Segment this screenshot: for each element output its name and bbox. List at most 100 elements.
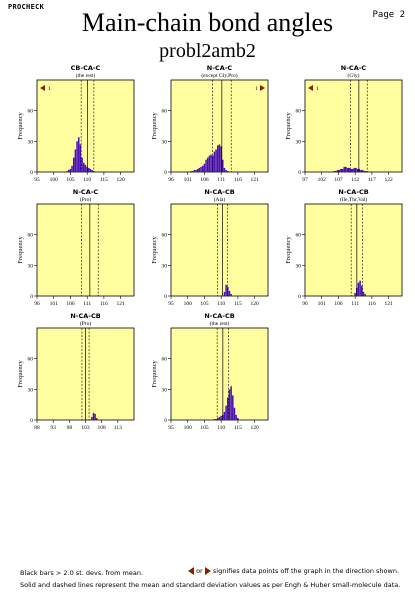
chart-2-bar <box>222 159 224 172</box>
chart-1-left-offgraph-icon <box>40 85 45 91</box>
chart-4-xtick-label: 106 <box>66 301 75 307</box>
chart-7-ylabel: Frequency <box>17 360 24 388</box>
left-arrow-icon <box>188 567 194 575</box>
chart-2-bar <box>198 167 201 172</box>
chart-4-ytick-label: 0 <box>30 294 33 300</box>
chart-5-xtick-label: 120 <box>250 301 259 307</box>
chart-2-bar <box>200 166 202 172</box>
chart-7-title: N-CA-CB <box>70 312 100 320</box>
chart-2-bar <box>211 155 214 172</box>
page-number: Page 2 <box>372 10 405 20</box>
chart-8-xtick-label: 105 <box>200 425 209 431</box>
chart-8-panel <box>170 327 269 421</box>
chart-1-left-offgraph-count: 1 <box>48 86 51 92</box>
chart-6-xtick-label: 121 <box>384 301 393 307</box>
chart-6-bar <box>364 293 366 296</box>
chart-6-bar <box>357 282 360 296</box>
chart-7-xtick-label: 108 <box>98 425 107 431</box>
chart-4-subtitle: (Pro) <box>80 196 91 203</box>
chart-8-xtick-label: 120 <box>250 425 259 431</box>
chart-4-xtick-label: 121 <box>116 301 125 307</box>
chart-8-xtick-label: 95 <box>168 425 174 431</box>
footer-legend-line2: Solid and dashed lines represent the mea… <box>20 581 401 589</box>
chart-1-bar <box>88 167 90 172</box>
chart-1-xtick-label: 100 <box>50 177 59 183</box>
chart-8-bar <box>233 407 236 420</box>
chart-1-bar <box>84 164 87 172</box>
chart-3-xtick-label: 112 <box>351 177 359 183</box>
chart-6-ytick-label: 0 <box>298 294 301 300</box>
chart-4-panel <box>36 203 135 297</box>
chart-7-ytick-label: 30 <box>28 387 34 393</box>
chart-4-xtick-label: 101 <box>50 301 59 307</box>
chart-1-xtick-label: 115 <box>100 177 108 183</box>
chart-5-xtick-label: 115 <box>234 301 242 307</box>
chart-5-subtitle: (Ala) <box>214 196 226 203</box>
chart-8-bar <box>232 395 234 420</box>
chart-1-bar <box>76 141 78 172</box>
chart-6-xtick-label: 96 <box>302 301 308 307</box>
page-title: Main-chain bond angles <box>81 8 334 37</box>
chart-1-bar <box>86 166 88 172</box>
chart-1-bar <box>66 170 68 172</box>
chart-2-bar <box>216 145 219 172</box>
chart-2-right-offgraph-icon <box>260 85 265 91</box>
chart-2-title: N-CA-C <box>207 64 233 72</box>
chart-4-ylabel: Frequency <box>17 236 24 264</box>
chart-5-bar <box>230 293 232 296</box>
chart-7-bar <box>91 416 93 420</box>
chart-5-ylabel: Frequency <box>151 236 158 264</box>
chart-3-xtick-label: 97 <box>302 177 308 183</box>
chart-8-bar <box>220 415 222 420</box>
chart-7-xtick-label: 93 <box>50 425 56 431</box>
footer-offgraph-text: signifies data points off the graph in t… <box>212 567 400 575</box>
chart-3-ytick-label: 30 <box>296 139 302 145</box>
chart-1-xtick-label: 110 <box>83 177 91 183</box>
chart-2-bar <box>218 144 221 172</box>
chart-7-bar <box>94 413 96 420</box>
chart-4-title: N-CA-C <box>73 188 99 196</box>
chart-2-bar <box>196 168 199 172</box>
chart-8-bar <box>225 405 227 420</box>
chart-8-bar <box>223 411 226 420</box>
chart-8-bar <box>228 389 231 420</box>
chart-8-bar <box>227 397 229 420</box>
chart-2-bar <box>193 169 196 172</box>
chart-1-bar <box>77 137 80 172</box>
chart-6-xtick-label: 111 <box>351 301 359 307</box>
chart-2-ytick-label: 0 <box>164 170 167 176</box>
chart-6-subtitle: (Ile,Thr,Val) <box>340 196 367 203</box>
footer-offgraph-note: or signifies data points off the graph i… <box>188 567 399 575</box>
chart-3-xtick-label: 117 <box>368 177 376 183</box>
chart-2-subtitle: (except Gly,Pro) <box>201 72 237 79</box>
chart-8-bar <box>235 414 237 420</box>
chart-3-left-offgraph-icon <box>308 85 313 91</box>
chart-8-ylabel: Frequency <box>151 360 158 388</box>
chart-7-xtick-label: 98 <box>67 425 73 431</box>
chart-6-ytick-label: 60 <box>296 233 302 239</box>
chart-2-xtick-label: 101 <box>184 177 193 183</box>
page-subtitle: probl2amb2 <box>159 40 256 62</box>
chart-6-title: N-CA-CB <box>338 188 368 196</box>
chart-4-xtick-label: 116 <box>100 301 108 307</box>
chart-1-bar <box>82 162 85 172</box>
chart-5-xtick-label: 105 <box>200 301 209 307</box>
chart-3-bar <box>333 170 337 172</box>
chart-5-bar <box>227 286 229 296</box>
chart-7-bar <box>96 417 98 420</box>
chart-3-bar <box>356 168 361 172</box>
chart-3-bar <box>343 166 347 172</box>
chart-2-bar <box>190 170 192 172</box>
chart-2-bar <box>208 155 211 172</box>
chart-3-xtick-label: 107 <box>334 177 343 183</box>
chart-2-xtick-label: 121 <box>250 177 259 183</box>
chart-6-xtick-label: 106 <box>334 301 343 307</box>
chart-2-xtick-label: 96 <box>168 177 174 183</box>
chart-2-xtick-label: 106 <box>200 177 209 183</box>
chart-5-panel <box>170 203 269 297</box>
chart-5-ytick-label: 30 <box>162 263 168 269</box>
chart-8-subtitle: (the rest) <box>210 320 230 327</box>
chart-2-ylabel: Frequency <box>151 112 158 140</box>
chart-7-xtick-label: 103 <box>81 425 90 431</box>
